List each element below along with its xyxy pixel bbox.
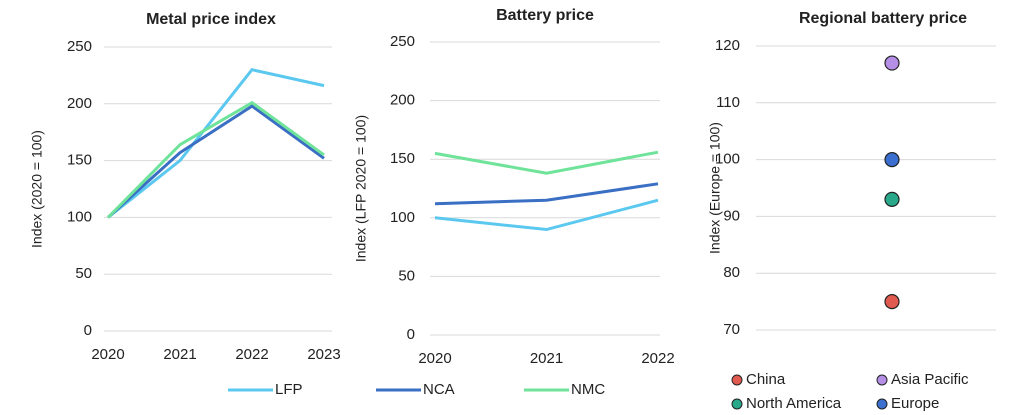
y-tick-label: 150 [67,152,92,169]
legend-marker [731,374,743,386]
y-tick-label: 250 [67,38,92,55]
legend-label: NMC [571,381,605,398]
legend-label: NCA [423,381,455,398]
y-tick-label: 200 [390,92,415,109]
series-line [434,150,659,175]
y-tick-label: 100 [390,209,415,226]
point [884,152,900,168]
legend-marker [876,398,888,410]
chart-title: Regional battery price [799,10,967,27]
x-tick-label: 2022 [235,346,268,363]
x-tick-label: 2020 [91,346,124,363]
y-tick-label: 0 [407,326,415,343]
y-tick-label: 50 [398,267,415,284]
legend-marker [731,398,743,410]
point [884,191,900,207]
series-line [107,68,325,219]
y-axis-label: Index (LFP 2020 = 100) [353,115,369,262]
point [884,55,900,71]
series-line [106,100,325,219]
y-axis-label: Index (Europe = 100) [707,122,723,254]
series-line [434,182,659,206]
legend-label: Europe [891,395,939,412]
y-tick-label: 50 [75,265,92,282]
y-tick-label: 0 [84,322,92,339]
series-line [106,104,325,219]
y-axis-label: Index (2020 = 100) [29,130,45,248]
y-tick-label: 110 [716,94,740,111]
y-tick-label: 90 [723,207,740,224]
y-tick-label: 100 [67,208,92,225]
y-tick-label: 100 [715,151,740,168]
legend-label: North America [746,395,842,412]
legend-label: LFP [275,381,303,398]
x-tick-label: 2020 [418,350,451,367]
x-tick-label: 2021 [530,350,563,367]
y-tick-label: 150 [390,150,415,167]
y-tick-label: 200 [67,95,92,112]
legend-marker [876,374,888,386]
x-tick-label: 2021 [163,346,196,363]
point [884,294,900,310]
x-tick-label: 2023 [307,346,340,363]
y-tick-label: 120 [715,37,740,54]
series-line [434,198,659,232]
x-tick-label: 2022 [641,350,674,367]
legend-label: China [746,371,786,388]
y-tick-label: 80 [723,264,740,281]
chart-title: Battery price [496,7,594,24]
y-tick-label: 70 [723,321,740,338]
legend-label: Asia Pacific [891,371,969,388]
y-tick-label: 250 [390,33,415,50]
chart-title: Metal price index [146,11,276,28]
